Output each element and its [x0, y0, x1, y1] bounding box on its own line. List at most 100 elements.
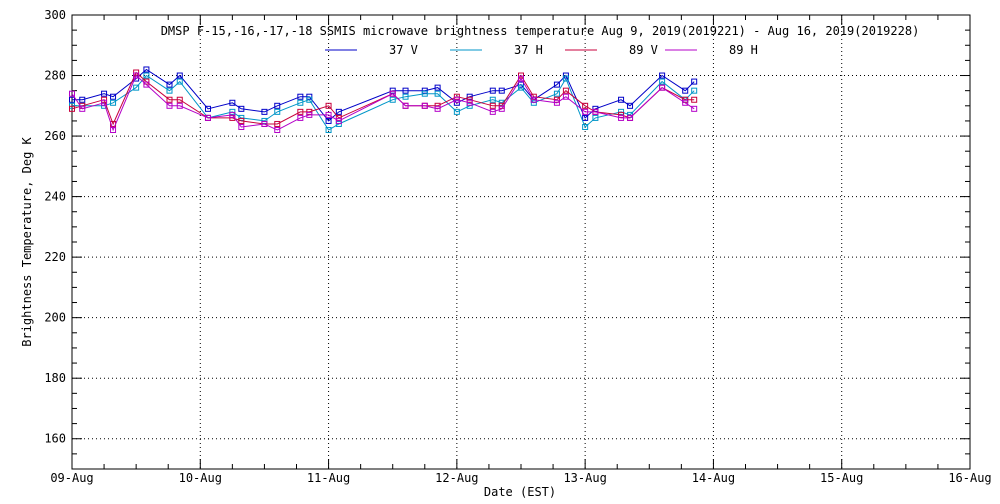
legend: 37 V 37 H 89 V 89 H	[325, 43, 758, 57]
legend-label: 37 V	[389, 43, 418, 57]
data-point	[204, 114, 211, 121]
series-37-h	[69, 72, 698, 134]
data-point	[618, 108, 625, 115]
data-point	[143, 81, 150, 88]
y-tick-label: 300	[44, 8, 66, 22]
data-point	[659, 84, 666, 91]
data-point	[489, 102, 496, 109]
data-point	[133, 84, 140, 91]
data-point	[166, 87, 173, 94]
data-point	[101, 99, 108, 106]
x-tick-label: 10-Aug	[179, 471, 222, 485]
data-point	[691, 87, 698, 94]
data-point	[562, 75, 569, 82]
data-point	[453, 108, 460, 115]
data-point	[176, 72, 183, 79]
data-point	[466, 96, 473, 103]
grid	[72, 15, 970, 469]
data-point	[274, 127, 281, 134]
data-point	[110, 93, 117, 100]
data-point	[101, 96, 108, 103]
data-point	[434, 90, 441, 97]
data-point	[297, 114, 304, 121]
data-point	[659, 78, 666, 85]
x-tick-label: 12-Aug	[435, 471, 478, 485]
legend-label: 89 V	[629, 43, 658, 57]
x-axis-label: Date (EST)	[484, 485, 556, 499]
y-tick-label: 200	[44, 311, 66, 325]
data-point	[518, 75, 524, 82]
data-point	[297, 108, 304, 115]
data-point	[325, 102, 332, 109]
data-point	[274, 120, 281, 127]
data-point	[421, 87, 428, 94]
data-point	[402, 102, 409, 109]
data-point	[389, 96, 396, 103]
data-point	[325, 127, 332, 134]
data-point	[325, 117, 332, 124]
data-point	[691, 78, 698, 85]
data-point	[335, 108, 342, 115]
y-axis-label: Brightness Temperature, Deg K	[20, 136, 34, 346]
data-point	[618, 114, 625, 121]
data-point	[133, 72, 140, 79]
data-point	[489, 108, 496, 115]
x-tick-label: 13-Aug	[563, 471, 606, 485]
data-point	[101, 90, 108, 97]
data-point	[297, 93, 304, 100]
data-point	[69, 96, 75, 103]
data-point	[261, 117, 268, 124]
data-point	[335, 117, 342, 124]
data-point	[582, 114, 589, 121]
data-point	[498, 87, 505, 94]
data-point	[229, 99, 236, 106]
y-tick-label: 280	[44, 69, 66, 83]
data-point	[79, 96, 86, 103]
data-point	[553, 81, 560, 88]
data-point	[592, 108, 599, 115]
data-point	[176, 102, 183, 109]
data-point	[659, 72, 666, 79]
data-point	[453, 96, 460, 103]
data-point	[79, 105, 86, 112]
legend-label: 37 H	[514, 43, 543, 57]
data-point	[582, 108, 589, 115]
x-tick-label: 11-Aug	[307, 471, 350, 485]
data-point	[274, 108, 281, 115]
data-point	[325, 111, 332, 118]
data-point	[618, 96, 625, 103]
data-point	[562, 93, 569, 100]
y-tick-label: 180	[44, 371, 66, 385]
data-point	[691, 96, 698, 103]
data-point	[453, 99, 460, 106]
data-point	[489, 87, 496, 94]
data-point	[592, 114, 599, 121]
data-point	[229, 108, 236, 115]
y-tick-label: 160	[44, 432, 66, 446]
data-point	[69, 105, 75, 112]
data-point	[489, 96, 496, 103]
data-point	[204, 105, 211, 112]
data-point	[238, 105, 245, 112]
data-point	[261, 108, 268, 115]
axes	[71, 14, 971, 470]
data-point	[582, 102, 589, 109]
data-point	[306, 111, 313, 118]
data-point	[682, 99, 689, 106]
data-point	[306, 108, 313, 115]
data-point	[682, 87, 689, 94]
y-tick-label: 220	[44, 250, 66, 264]
data-point	[627, 114, 634, 121]
chart-title: DMSP F-15,-16,-17,-18 SSMIS microwave br…	[161, 24, 920, 38]
data-point	[166, 81, 173, 88]
data-point	[402, 87, 409, 94]
data-point	[421, 90, 428, 97]
y-tick-label: 260	[44, 129, 66, 143]
data-point	[434, 84, 441, 91]
series-line	[72, 74, 695, 131]
legend-label: 89 H	[729, 43, 758, 57]
series-line	[72, 68, 695, 122]
data-point	[274, 102, 281, 109]
